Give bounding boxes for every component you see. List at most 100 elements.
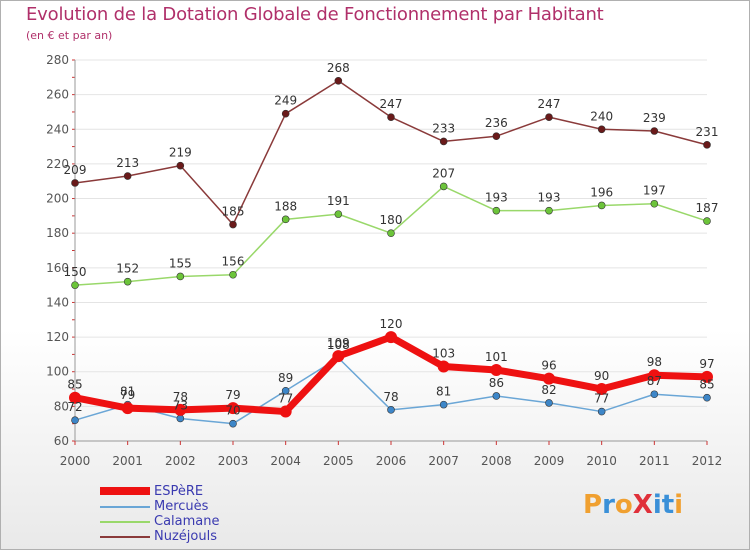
data-label: 193 [538,191,561,205]
data-point [123,277,132,286]
data-point [439,182,448,191]
data-label: 77 [594,392,609,406]
data-label: 249 [274,94,297,108]
data-label: 89 [278,371,293,385]
data-label: 197 [643,184,666,198]
y-tick-label: 120 [46,330,69,344]
data-point [387,406,395,414]
data-label: 219 [169,146,192,160]
x-tick-label: 2001 [112,454,143,468]
data-point [71,179,79,187]
x-tick-label: 2004 [270,454,301,468]
data-label: 101 [485,350,508,364]
data-label: 187 [696,201,719,215]
data-point [227,402,239,415]
data-point [71,416,79,425]
data-label: 82 [541,383,556,397]
y-tick-label: 180 [46,226,69,240]
data-point [597,407,606,416]
data-label: 156 [222,255,245,269]
data-point [490,363,503,376]
data-point [334,76,343,85]
data-point [437,360,450,373]
data-point [492,392,501,400]
logo-letter: X [632,490,653,520]
y-tick-label: 100 [46,365,69,379]
data-label: 86 [489,376,504,390]
data-label: 209 [64,163,87,177]
logo-letter: r [602,490,615,520]
data-label: 155 [169,256,192,270]
x-tick-label: 2007 [428,454,459,468]
proxiti-logo: ProXiti [583,490,683,520]
y-tick-label: 260 [46,88,69,102]
x-tick-label: 2011 [639,454,670,468]
data-point [69,391,81,404]
data-label: 90 [594,369,609,383]
y-tick-label: 160 [46,261,69,275]
y-tick-label: 60 [54,434,69,448]
data-label: 98 [647,355,662,369]
series-0 [69,331,713,418]
data-label: 108 [327,338,350,352]
data-label: 70 [225,404,240,418]
data-point [543,372,555,385]
data-point [385,331,397,344]
data-point [123,172,132,180]
data-point [597,125,606,134]
legend-swatch-nuzejouls [100,536,150,538]
data-point [176,414,185,423]
data-label: 150 [64,265,87,279]
data-label: 180 [380,213,403,227]
data-label: 81 [436,385,451,399]
x-tick-label: 2008 [481,454,512,468]
data-point [650,127,659,135]
data-label: 78 [173,390,188,404]
data-label: 103 [432,347,455,361]
data-label: 109 [327,336,350,350]
logo-letter: i [674,490,684,520]
data-label: 236 [485,116,508,130]
data-point [703,217,711,225]
data-label: 239 [643,111,666,125]
data-point [492,206,501,215]
data-point [703,393,711,402]
y-tick-label: 280 [46,53,69,67]
data-label: 85 [699,378,714,392]
data-label: 81 [120,385,135,399]
logo-letter: t [661,490,675,520]
data-point [229,270,237,279]
legend-swatch-espere [100,487,150,495]
data-point [545,399,553,407]
data-point [545,206,553,215]
x-tick-label: 2003 [218,454,249,468]
logo-letter: P [583,490,603,520]
data-point [334,210,343,218]
logo-letter: o [614,490,633,520]
x-tick-label: 2012 [692,454,723,468]
x-tick-label: 2000 [60,454,91,468]
y-tick-label: 200 [46,192,69,206]
data-label: 247 [380,97,403,111]
logo-letter: i [652,490,662,520]
data-point [281,386,290,395]
data-label: 79 [225,388,240,402]
data-point [703,141,711,149]
data-label: 120 [380,317,403,331]
y-tick-label: 140 [46,295,69,309]
data-label: 233 [432,121,455,135]
x-tick-label: 2005 [323,454,354,468]
series-2 [71,182,711,289]
data-label: 72 [67,400,82,414]
data-point [701,370,713,383]
x-tick-label: 2002 [165,454,196,468]
data-label: 185 [222,205,245,219]
data-point [229,220,237,229]
data-point [439,400,448,409]
data-point [595,383,608,396]
data-label: 77 [278,392,293,406]
data-label: 193 [485,191,508,205]
legend-label-nuzejouls: Nuzéjouls [154,529,217,544]
data-label: 268 [327,61,350,75]
x-tick-label: 2006 [376,454,407,468]
